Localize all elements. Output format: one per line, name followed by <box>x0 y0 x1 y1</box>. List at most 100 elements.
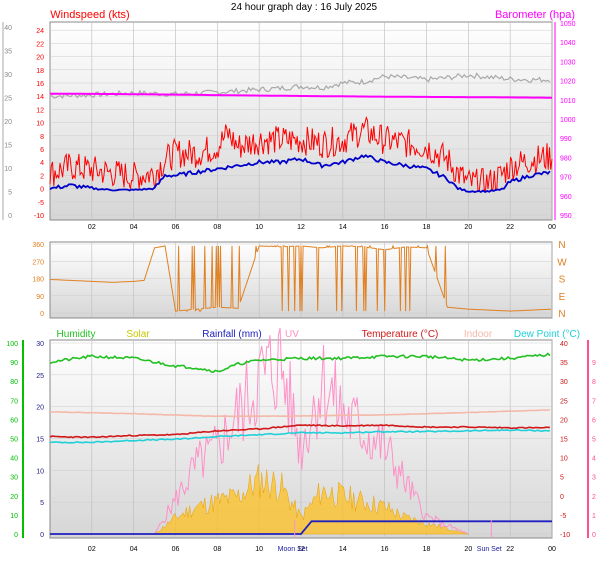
humidity-ytick-50: 50 <box>10 437 18 444</box>
wind-outer-ytick-5: 5 <box>8 190 12 197</box>
temp-xtick-06: 06 <box>172 546 180 553</box>
baro-ytick-950: 950 <box>560 213 572 220</box>
wind-outer-ytick-25: 25 <box>4 96 12 103</box>
humidity-ytick-40: 40 <box>10 456 18 463</box>
indoor-series <box>49 408 551 418</box>
humidity-ytick-70: 70 <box>10 398 18 405</box>
wind-ytick-24: 24 <box>36 28 44 35</box>
windavg-series <box>49 154 551 194</box>
baro-ytick-990: 990 <box>560 136 572 143</box>
dewpoint-series <box>49 428 551 444</box>
wind-ytick-20: 20 <box>36 55 44 62</box>
wind-ytick-8: 8 <box>40 134 44 141</box>
uv-ytick-5: 5 <box>592 437 596 444</box>
wind-xtick-06: 06 <box>172 224 180 231</box>
humidity-ytick-80: 80 <box>10 379 18 386</box>
baro-ytick-1050: 1050 <box>560 21 576 28</box>
temp-xtick-14: 14 <box>339 546 347 553</box>
humidity-ytick-20: 20 <box>10 494 18 501</box>
uv-ytick-1: 1 <box>592 513 596 520</box>
barometer-series <box>50 92 552 99</box>
baro-ytick-1030: 1030 <box>560 59 576 66</box>
dir-compass-2: S <box>559 275 566 286</box>
baro-ytick-1040: 1040 <box>560 40 576 47</box>
wind-ytick-14: 14 <box>36 94 44 101</box>
baro-ytick-1020: 1020 <box>560 79 576 86</box>
temp-xtick-12: 12 <box>297 546 305 553</box>
baro-ytick-1000: 1000 <box>560 117 576 124</box>
wind-xtick-08: 08 <box>213 224 221 231</box>
wind-outer-ytick-10: 10 <box>4 166 12 173</box>
wind-title: Windspeed (kts) <box>50 9 129 21</box>
legend-humidity: Humidity <box>57 329 96 340</box>
wind-outer-ytick-15: 15 <box>4 143 12 150</box>
wind-ytick-4: 4 <box>40 160 44 167</box>
wind-ytick-10: 10 <box>36 121 44 128</box>
rain-ytick-10: 10 <box>36 468 44 475</box>
wind-xtick-16: 16 <box>381 224 389 231</box>
temp-ytick-0: 0 <box>560 494 564 501</box>
wind-xtick-12: 12 <box>297 224 305 231</box>
wind-outer-ytick-0: 0 <box>8 213 12 220</box>
legend-uv: UV <box>285 329 299 340</box>
temp-xtick-20: 20 <box>464 546 472 553</box>
uv-ytick-2: 2 <box>592 494 596 501</box>
temp-xtick-16: 16 <box>381 546 389 553</box>
rain-ytick-25: 25 <box>36 373 44 380</box>
wind-outer-ytick-30: 30 <box>4 72 12 79</box>
temp-xtick-22: 22 <box>506 546 514 553</box>
temp-xtick-18: 18 <box>423 546 431 553</box>
wind-xtick-20: 20 <box>464 224 472 231</box>
wind-ytick-22: 22 <box>36 41 44 48</box>
sun-set-label: Sun Set <box>477 546 502 553</box>
humidity-series <box>49 352 551 374</box>
uv-ytick-4: 4 <box>592 456 596 463</box>
wind-xtick-22: 22 <box>506 224 514 231</box>
solar-series <box>154 464 469 535</box>
temp-ytick-30: 30 <box>560 379 568 386</box>
uv-ytick-9: 9 <box>592 360 596 367</box>
uv-ytick-6: 6 <box>592 417 596 424</box>
temp-ytick--5: -5 <box>560 513 566 520</box>
rain-ytick-0: 0 <box>40 532 44 539</box>
temp-ytick--10: -10 <box>560 532 570 539</box>
wind-ytick-2: 2 <box>40 173 44 180</box>
wind-outer-ytick-40: 40 <box>4 25 12 32</box>
temp-ytick-10: 10 <box>560 456 568 463</box>
temp-ytick-15: 15 <box>560 437 568 444</box>
uv-ytick-0: 0 <box>592 532 596 539</box>
dir-ytick-180: 180 <box>32 277 44 284</box>
wind-outer-ytick-35: 35 <box>4 49 12 56</box>
dir-ytick-90: 90 <box>36 294 44 301</box>
baro-title: Barometer (hpa) <box>495 9 575 21</box>
uv-ytick-8: 8 <box>592 379 596 386</box>
temp-ytick-35: 35 <box>560 360 568 367</box>
wind-ytick--10: -10 <box>34 213 44 220</box>
dir-compass-3: W <box>557 257 567 268</box>
wind-ytick-12: 12 <box>36 107 44 114</box>
wind-xtick-14: 14 <box>339 224 347 231</box>
wind-ytick-16: 16 <box>36 81 44 88</box>
moon-set-label: Moon Set <box>278 546 308 553</box>
uv-ytick-7: 7 <box>592 398 596 405</box>
baro-ytick-960: 960 <box>560 194 572 201</box>
temp-xtick-08: 08 <box>213 546 221 553</box>
wind-outer-ytick-20: 20 <box>4 119 12 126</box>
rain-ytick-5: 5 <box>40 500 44 507</box>
wind-xtick-10: 10 <box>255 224 263 231</box>
page-title: 24 hour graph day : 16 July 2025 <box>231 2 378 13</box>
legend-temperature-c-: Temperature (°C) <box>362 329 439 340</box>
humidity-ytick-90: 90 <box>10 360 18 367</box>
temp-ytick-20: 20 <box>560 417 568 424</box>
temp-ytick-40: 40 <box>560 341 568 348</box>
baro-ytick-970: 970 <box>560 175 572 182</box>
temp-xtick-00: 00 <box>548 546 556 553</box>
wind-ytick-18: 18 <box>36 68 44 75</box>
wind-xtick-00: 00 <box>548 224 556 231</box>
wind-xtick-18: 18 <box>423 224 431 231</box>
humidity-ytick-0: 0 <box>14 532 18 539</box>
wind-ytick-6: 6 <box>40 147 44 154</box>
rain-ytick-30: 30 <box>36 341 44 348</box>
